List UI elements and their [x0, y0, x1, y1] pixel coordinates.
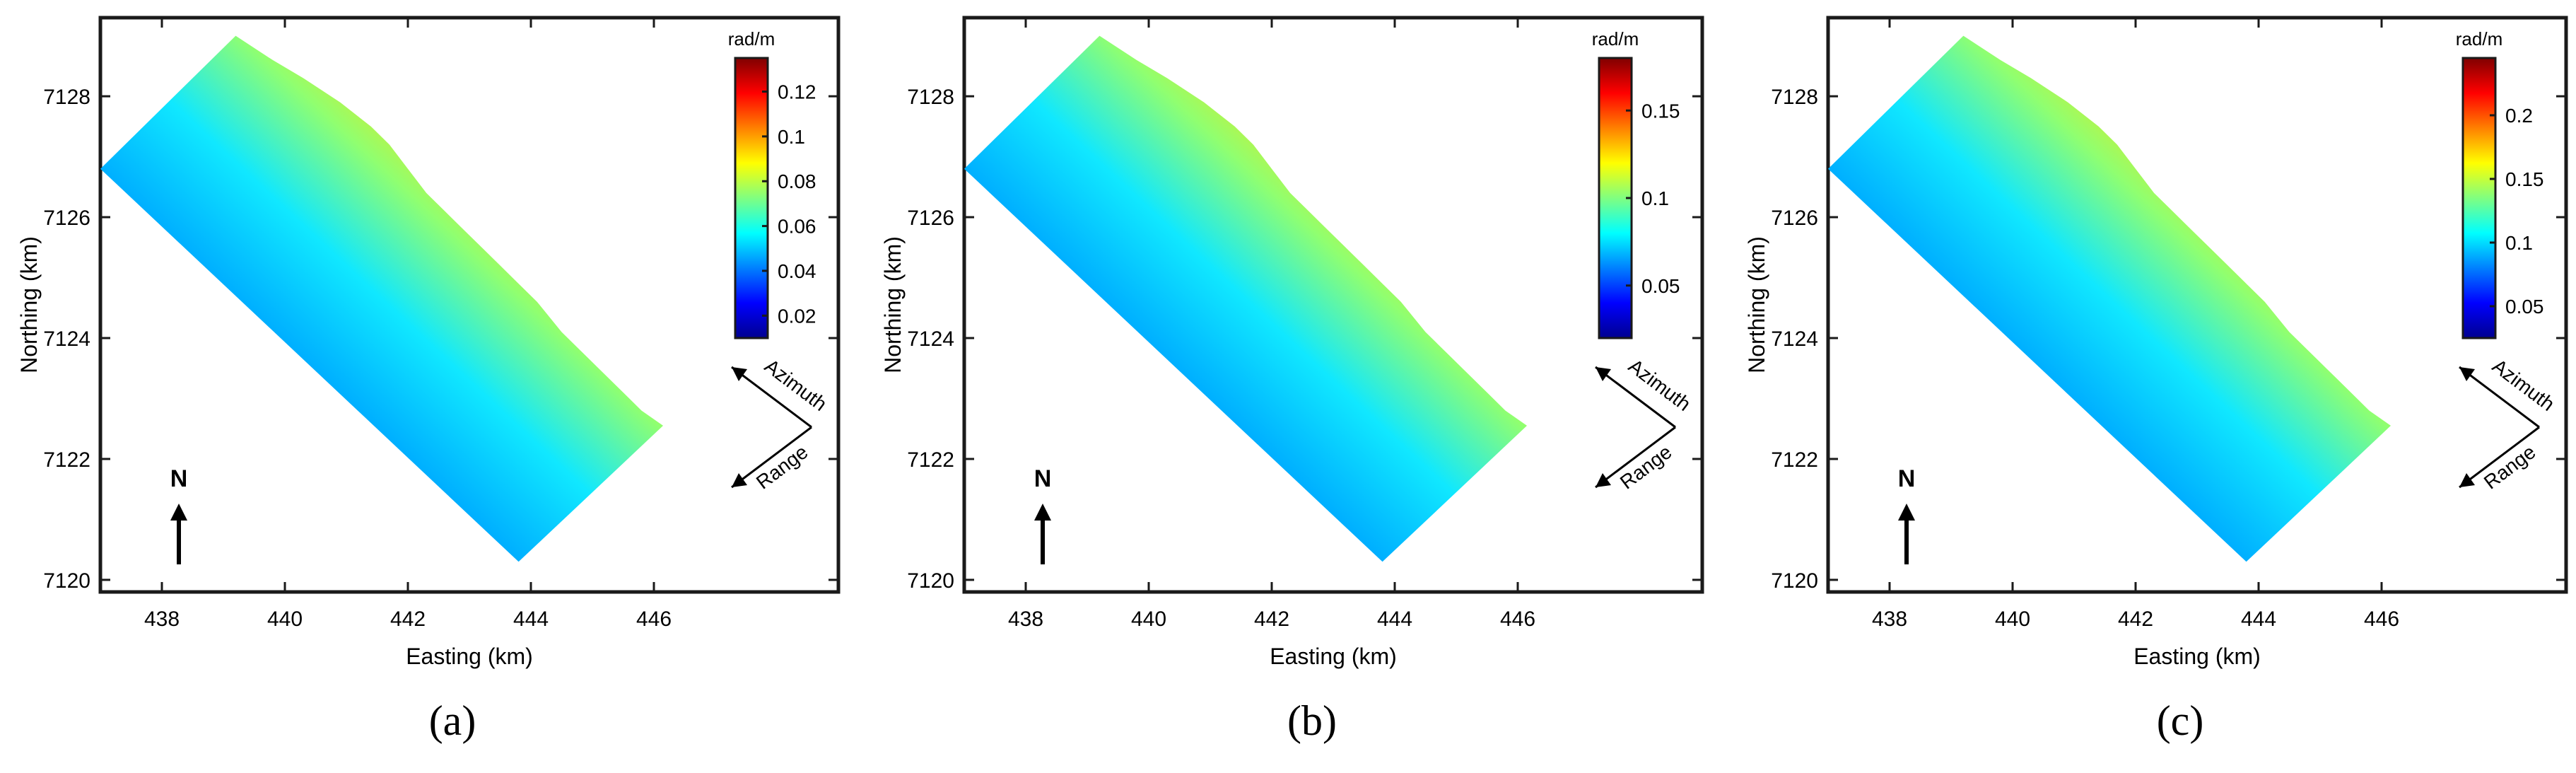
x-axis-label: Easting (km): [406, 644, 533, 669]
colorbar-tick-label: 0.2: [2505, 105, 2533, 127]
y-tick-label: 7120: [1771, 569, 1818, 593]
x-axis-label: Easting (km): [2133, 644, 2261, 669]
y-tick-label: 7128: [1771, 86, 1818, 109]
x-tick-label: 444: [2241, 608, 2276, 631]
chart-b: 438 440 442 444 446 7120 7122 7124 7126 7128 Easti…: [880, 16, 1704, 669]
north-label: N: [1034, 465, 1052, 492]
x-tick-label: 438: [1872, 608, 1907, 631]
colorbar-tick-label: 0.05: [2505, 296, 2544, 318]
colorbar-tick-label: 0.15: [1641, 100, 1680, 122]
north-label: N: [1898, 465, 1916, 492]
panel-c: 438 440 442 444 446 7120 7122 7124 7126 7128 Easti…: [1728, 0, 2576, 773]
chart-a: 438 440 442 444 446 7120 7122 7124 7126 7128 Easti…: [16, 16, 841, 669]
y-tick-label: 7128: [907, 86, 954, 109]
x-tick-label: 438: [144, 608, 180, 631]
y-tick-label: 7128: [43, 86, 90, 109]
azimuth-arrow: [731, 366, 812, 429]
north-arrow-head: [1034, 504, 1051, 521]
colorbar-title: rad/m: [1592, 28, 1639, 50]
range-arrow: [2459, 426, 2540, 489]
y-tick-label: 7120: [907, 569, 954, 593]
y-tick-label: 7124: [43, 327, 90, 351]
north-arrow-head: [170, 504, 187, 521]
y-axis-label: Northing (km): [16, 236, 42, 373]
colorbar-title: rad/m: [728, 28, 775, 50]
panel-b: 438 440 442 444 446 7120 7122 7124 7126 7128 Easti…: [864, 0, 1722, 773]
y-tick-label: 7126: [43, 207, 90, 230]
y-tick-label: 7122: [907, 448, 954, 472]
y-tick-label: 7126: [907, 207, 954, 230]
range-arrow-head: [1596, 473, 1611, 487]
x-tick-label: 442: [390, 608, 426, 631]
x-tick-label: 440: [1131, 608, 1166, 631]
colorbar-title: rad/m: [2456, 28, 2502, 50]
range-arrow: [1595, 426, 1676, 489]
y-tick-label: 7124: [907, 327, 954, 351]
x-tick-label: 446: [636, 608, 672, 631]
panel-label-a: (a): [428, 697, 476, 744]
panel-label-b: (b): [1287, 697, 1337, 744]
azimuth-arrow-head: [732, 367, 747, 381]
y-tick-label: 7122: [1771, 448, 1818, 472]
colorbar-tick-label: 0.1: [2505, 232, 2533, 254]
y-axis-label: Northing (km): [880, 236, 906, 373]
azimuth-arrow-head: [2459, 367, 2475, 381]
north-label: N: [170, 465, 188, 492]
azimuth-arrow: [1595, 366, 1676, 429]
colorbar: [734, 57, 769, 339]
range-arrow-head: [732, 473, 747, 487]
x-tick-label: 440: [267, 608, 303, 631]
colorbar-tick-label: 0.04: [778, 260, 816, 282]
x-tick-label: 446: [2364, 608, 2399, 631]
colorbar-tick-label: 0.05: [1641, 275, 1680, 297]
panel-label-c: (c): [2156, 697, 2204, 744]
colorbar: [2461, 57, 2497, 339]
x-tick-label: 444: [1377, 608, 1412, 631]
data-swath: [100, 35, 663, 562]
panel-a: 438 440 442 444 446 7120 7122 7124 7126 7128 Easti…: [0, 0, 858, 773]
x-tick-label: 442: [2118, 608, 2153, 631]
x-axis-label: Easting (km): [1270, 644, 1397, 669]
x-tick-label: 438: [1008, 608, 1043, 631]
x-tick-label: 442: [1254, 608, 1289, 631]
data-swath: [964, 35, 1527, 562]
colorbar-tick-label: 0.12: [778, 81, 816, 103]
range-arrow-head: [2459, 473, 2475, 487]
x-tick-label: 444: [513, 608, 549, 631]
azimuth-arrow: [2459, 366, 2540, 429]
colorbar-tick-label: 0.02: [778, 305, 816, 327]
colorbar-tick-label: 0.06: [778, 216, 816, 238]
y-tick-label: 7126: [1771, 207, 1818, 230]
data-swath: [1828, 35, 2391, 562]
y-tick-label: 7120: [43, 569, 90, 593]
y-tick-label: 7122: [43, 448, 90, 472]
colorbar-tick-label: 0.15: [2505, 168, 2544, 190]
x-tick-label: 446: [1500, 608, 1535, 631]
north-arrow-head: [1898, 504, 1915, 521]
y-axis-label: Northing (km): [1744, 236, 1769, 373]
azimuth-arrow-head: [1596, 367, 1611, 381]
x-tick-label: 440: [1995, 608, 2030, 631]
colorbar-tick-label: 0.1: [1641, 187, 1669, 209]
colorbar-tick-label: 0.08: [778, 170, 816, 192]
y-tick-label: 7124: [1771, 327, 1818, 351]
chart-c: 438 440 442 444 446 7120 7122 7124 7126 7128 Easti…: [1744, 16, 2568, 669]
colorbar-tick-label: 0.1: [778, 126, 805, 148]
range-arrow: [731, 426, 812, 489]
